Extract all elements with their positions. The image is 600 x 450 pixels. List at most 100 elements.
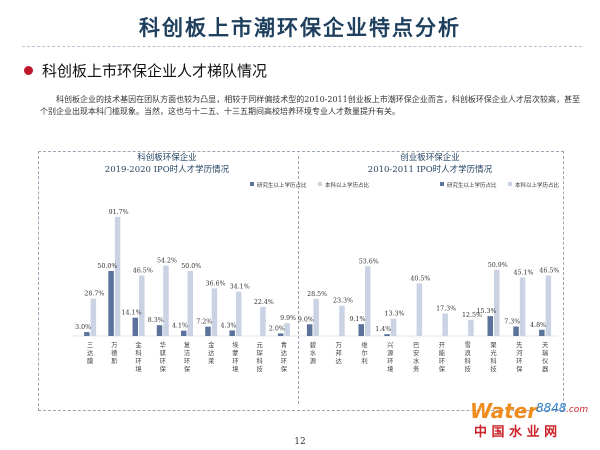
bar-postgrad	[132, 317, 139, 336]
bar-bachelor	[494, 269, 500, 336]
category-label-char: 保	[281, 364, 288, 373]
category-label-char: 境	[387, 364, 393, 373]
category-label-char: 莱	[208, 356, 215, 365]
bar-postgrad	[156, 325, 163, 336]
bar-postgrad	[108, 271, 114, 336]
bar-bachelor	[468, 319, 474, 336]
section-heading-text: 科创板上市环保企业人才梯队情况	[42, 61, 268, 80]
category-label-char: 科	[257, 356, 264, 365]
data-label-postgrad: 4.8%	[530, 322, 546, 329]
category-label-char: 环	[184, 357, 190, 365]
category-label-char: 保	[160, 364, 167, 373]
data-label-postgrad: 7.2%	[196, 319, 212, 326]
category-label-char: 先	[516, 340, 522, 349]
chart-subtitle: 2010-2011 IPO时人才学历情况	[368, 164, 493, 175]
bar-postgrad	[306, 324, 313, 336]
category-label-char: 技	[257, 364, 264, 373]
charts-divider	[298, 156, 299, 404]
category-label-char: 德	[111, 348, 118, 357]
category-label-char: 邦	[336, 348, 342, 357]
data-label-postgrad: 1.4%	[375, 326, 391, 333]
category-label-char: 保	[184, 364, 191, 373]
body-paragraph: 科创板企业的技术基因在团队方面也较为凸显，相较于同样偏技术型的2010-2011…	[40, 95, 580, 116]
category-label-char: 三	[87, 341, 93, 349]
data-label-bachelor: 23.3%	[333, 298, 353, 305]
bar-bachelor	[545, 275, 552, 336]
data-label-postgrad: 50.0%	[97, 263, 117, 270]
data-label-bachelor: 53.6%	[359, 258, 379, 265]
category-label-char: 巴	[413, 341, 419, 349]
bar-bachelor	[235, 291, 242, 336]
category-label-char: 开	[439, 341, 445, 349]
bar-bachelor	[163, 265, 169, 336]
bar-bachelor	[211, 288, 218, 336]
bar-postgrad	[84, 332, 90, 336]
data-label-bachelor: 54.2%	[157, 258, 177, 265]
category-label-char: 环	[439, 357, 445, 365]
data-label-bachelor: 46.5%	[539, 268, 559, 275]
bar-bachelor	[416, 283, 423, 336]
category-label-char: 环	[232, 357, 238, 365]
data-label-postgrad: 14.1%	[122, 310, 142, 317]
bar-postgrad	[384, 334, 390, 336]
category-label-char: 华	[160, 340, 166, 349]
bar-postgrad	[539, 329, 545, 336]
bar-postgrad	[487, 316, 493, 336]
category-label-char: 环	[387, 357, 393, 365]
bar-bachelor	[339, 305, 345, 336]
category-label-char: 雪	[465, 341, 471, 349]
category-label-char: 科	[465, 356, 472, 365]
category-label-char: 达	[208, 348, 215, 357]
data-label-postgrad: 3.0%	[75, 324, 91, 331]
category-label-char: 瑞	[542, 348, 549, 357]
bar-postgrad	[358, 324, 364, 336]
title-divider	[22, 46, 582, 48]
data-label-bachelor: 9.9%	[280, 315, 296, 322]
category-label-char: 膜	[87, 356, 94, 365]
data-label-bachelor: 28.5%	[307, 291, 327, 298]
legend-label-bachelor: 本科以上学历占比	[325, 181, 370, 189]
category-label-char: 琛	[257, 349, 264, 357]
category-label-char: 金	[208, 340, 215, 349]
category-label-char: 科	[490, 356, 497, 365]
bar-postgrad	[513, 326, 519, 336]
data-label-postgrad: 9.1%	[350, 316, 366, 323]
category-label-char: 能	[439, 348, 446, 357]
legend-swatch-postgrad	[250, 182, 254, 186]
data-label-postgrad: 7.3%	[504, 319, 520, 326]
data-label-bachelor: 36.6%	[205, 280, 225, 287]
category-label-char: 环	[516, 357, 522, 365]
data-label-bachelor: 50.9%	[488, 262, 508, 269]
data-label-postgrad: 8.3%	[148, 317, 164, 324]
data-label-bachelor: 50.0%	[181, 263, 201, 270]
bullet-dot-icon	[24, 65, 33, 75]
bar-postgrad	[181, 330, 187, 336]
category-label-char: 境	[232, 364, 238, 373]
category-label-char: 元	[257, 341, 264, 349]
data-label-bachelor: 28.7%	[84, 291, 104, 298]
category-label-char: 水	[310, 348, 317, 357]
legend-label-postgrad: 研究生以上学历占比	[257, 181, 307, 189]
legend-swatch-bachelor	[508, 182, 512, 186]
category-label-char: 聚	[490, 341, 497, 349]
chart-subtitle: 2019-2020 IPO时人才学历情况	[105, 164, 230, 175]
bar-bachelor	[390, 318, 397, 336]
legend-label-bachelor: 本科以上学历占比	[515, 181, 560, 189]
category-label-char: 仪	[542, 358, 549, 365]
data-label-bachelor: 45.1%	[514, 269, 534, 276]
data-label-bachelor: 12.5%	[462, 312, 482, 319]
category-label-char: 光	[490, 348, 497, 357]
data-label-postgrad: 15.3%	[476, 308, 496, 315]
data-label-postgrad: 2.0%	[269, 325, 285, 332]
category-label-char: 维	[361, 340, 368, 349]
data-label-postgrad: 9.0%	[298, 316, 314, 323]
category-label-char: 源	[387, 348, 394, 357]
bar-bachelor	[365, 266, 371, 336]
category-label-char: 环	[281, 357, 287, 365]
category-label-char: 骐	[160, 348, 167, 357]
legend-swatch-postgrad	[440, 182, 444, 186]
category-label-char: 浪	[465, 348, 472, 357]
logo-suffix: .com	[566, 405, 588, 415]
bar-bachelor	[442, 313, 448, 336]
